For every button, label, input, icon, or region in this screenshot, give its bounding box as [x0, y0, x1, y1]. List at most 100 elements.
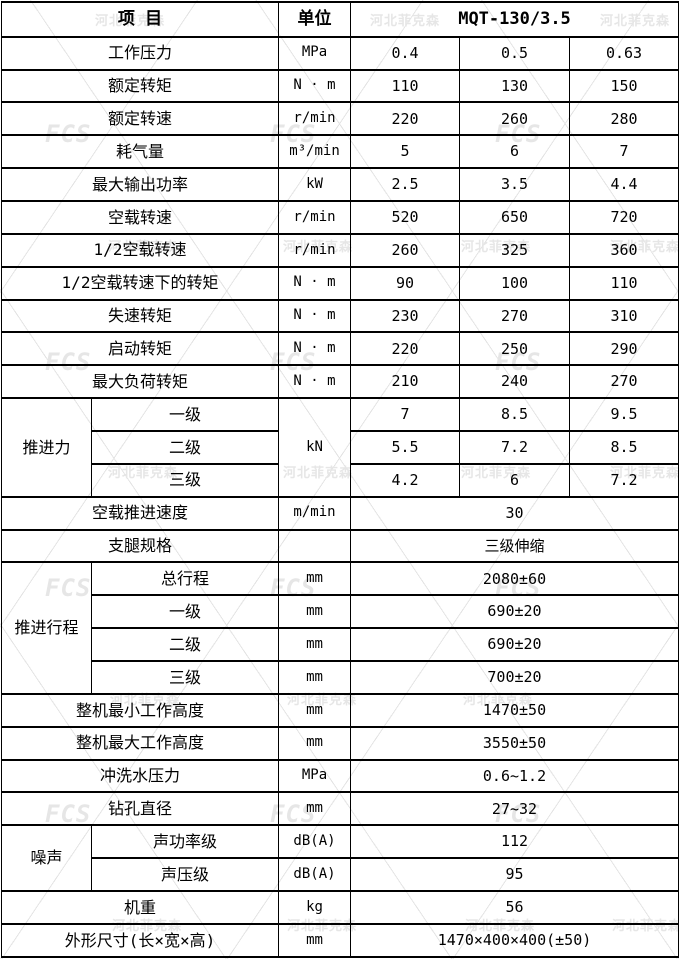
- table-row: 整机最小工作高度 mm 1470±50: [1, 692, 679, 728]
- row-label: 外形尺寸(长×宽×高): [1, 922, 279, 959]
- value-cell: 270: [568, 364, 679, 400]
- value-cell: 30: [349, 495, 679, 531]
- value-cell: 100: [459, 265, 570, 301]
- value-cell: 0.63: [568, 35, 679, 71]
- unit-cell: mm: [278, 561, 351, 597]
- unit-cell: N · m: [278, 298, 351, 334]
- value-cell: 4.2: [350, 462, 460, 498]
- value-cell: 690±20: [349, 594, 679, 630]
- unit-cell: N · m: [278, 68, 351, 104]
- value-cell: 700±20: [349, 660, 679, 695]
- unit-cell: kg: [278, 890, 351, 925]
- value-cell: 110: [568, 265, 679, 301]
- row-sublabel: 一级: [91, 594, 279, 630]
- row-label: 整机最小工作高度: [1, 692, 279, 728]
- value-cell: 2080±60: [349, 561, 679, 597]
- table-row: 支腿规格 三级伸缩: [1, 528, 679, 564]
- row-label: 工作压力: [1, 35, 279, 71]
- unit-cell: mm: [278, 660, 351, 695]
- row-label: 1/2空载转速下的转矩: [1, 265, 279, 301]
- table-row: 1/2空载转速 r/min 260 325 360: [1, 232, 679, 268]
- value-cell: 280: [568, 101, 679, 137]
- value-cell: 150: [568, 68, 679, 104]
- unit-cell: mm: [278, 627, 351, 663]
- value-cell: 7: [568, 134, 679, 170]
- table-row: 推进行程 总行程 mm 2080±60: [1, 561, 679, 695]
- table-row: 外形尺寸(长×宽×高) mm 1470×400×400(±50): [1, 922, 679, 959]
- row-label: 整机最大工作高度: [1, 725, 279, 761]
- table-row: 启动转矩 N · m 220 250 290: [1, 331, 679, 367]
- table-row: 整机最大工作高度 mm 3550±50: [1, 725, 679, 761]
- group-label-thrust: 推进力: [1, 397, 92, 498]
- value-cell: 112: [349, 824, 679, 860]
- value-cell: 7.2: [568, 462, 679, 498]
- table-row: 工作压力 MPa 0.4 0.5 0.63: [1, 35, 679, 71]
- row-sublabel: 一级: [91, 397, 279, 432]
- table-row: 机重 kg 56: [1, 890, 679, 925]
- row-label: 额定转速: [1, 101, 279, 137]
- unit-cell: mm: [278, 692, 351, 728]
- unit-cell: N · m: [278, 364, 351, 400]
- table-row: 空载推进速度 m/min 30: [1, 495, 679, 531]
- unit-cell: r/min: [278, 232, 351, 268]
- row-label: 支腿规格: [1, 528, 279, 564]
- value-cell: 7.2: [459, 430, 570, 465]
- row-sublabel: 声压级: [91, 857, 279, 893]
- row-label: 最大输出功率: [1, 167, 279, 202]
- row-label: 机重: [1, 890, 279, 925]
- value-cell: 90: [350, 265, 460, 301]
- value-cell: 250: [459, 331, 570, 367]
- unit-cell: N · m: [278, 331, 351, 367]
- header-item: 项 目: [1, 1, 279, 38]
- value-cell: 6: [459, 462, 570, 498]
- unit-cell: m³/min: [278, 134, 351, 170]
- value-cell: 0.4: [350, 35, 460, 71]
- row-sublabel: 二级: [91, 430, 279, 465]
- row-label: 耗气量: [1, 134, 279, 170]
- table-row: 额定转矩 N · m 110 130 150: [1, 68, 679, 104]
- value-cell: 260: [459, 101, 570, 137]
- row-label: 失速转矩: [1, 298, 279, 334]
- table-row: 耗气量 m³/min 5 6 7: [1, 134, 679, 170]
- row-sublabel: 总行程: [91, 561, 279, 597]
- value-cell: 0.6~1.2: [349, 758, 679, 794]
- value-cell: 27~32: [349, 791, 679, 827]
- header-unit: 单位: [278, 1, 351, 38]
- value-cell: 56: [349, 890, 679, 925]
- unit-cell: mm: [278, 922, 351, 959]
- value-cell: 8.5: [568, 430, 679, 465]
- row-sublabel: 三级: [91, 462, 279, 498]
- value-cell: 210: [350, 364, 460, 400]
- value-cell: 0.5: [459, 35, 570, 71]
- group-label-feed-stroke: 推进行程: [1, 561, 92, 695]
- row-sublabel: 三级: [91, 660, 279, 695]
- unit-cell: mm: [278, 594, 351, 630]
- row-label: 冲洗水压力: [1, 758, 279, 794]
- value-cell: 220: [350, 101, 460, 137]
- table-row: 1/2空载转速下的转矩 N · m 90 100 110: [1, 265, 679, 301]
- row-sublabel: 声功率级: [91, 824, 279, 860]
- table-row: 一级 mm 690±20: [2, 594, 679, 630]
- value-cell: 6: [459, 134, 570, 170]
- value-cell: 3550±50: [349, 725, 679, 761]
- value-cell: 95: [349, 857, 679, 893]
- header-model: MQT-130/3.5: [349, 1, 679, 38]
- value-cell: 690±20: [349, 627, 679, 663]
- unit-cell: m/min: [278, 495, 351, 531]
- unit-cell: mm: [278, 791, 351, 827]
- row-label: 空载转速: [1, 199, 279, 235]
- value-cell: 9.5: [568, 397, 679, 432]
- unit-cell: [278, 528, 351, 564]
- table-row: 声压级 dB(A) 95: [2, 857, 679, 893]
- unit-cell: kN: [278, 397, 351, 498]
- header-row: 项 目 单位 MQT-130/3.5: [1, 1, 679, 38]
- row-label: 空载推进速度: [1, 495, 279, 531]
- table-row: 冲洗水压力 MPa 0.6~1.2: [1, 758, 679, 794]
- row-label: 钻孔直径: [1, 791, 279, 827]
- table-row: 三级 mm 700±20: [2, 660, 679, 695]
- row-sublabel: 二级: [91, 627, 279, 663]
- row-label: 最大负荷转矩: [1, 364, 279, 400]
- value-cell: 520: [350, 199, 460, 235]
- unit-cell: N · m: [278, 265, 351, 301]
